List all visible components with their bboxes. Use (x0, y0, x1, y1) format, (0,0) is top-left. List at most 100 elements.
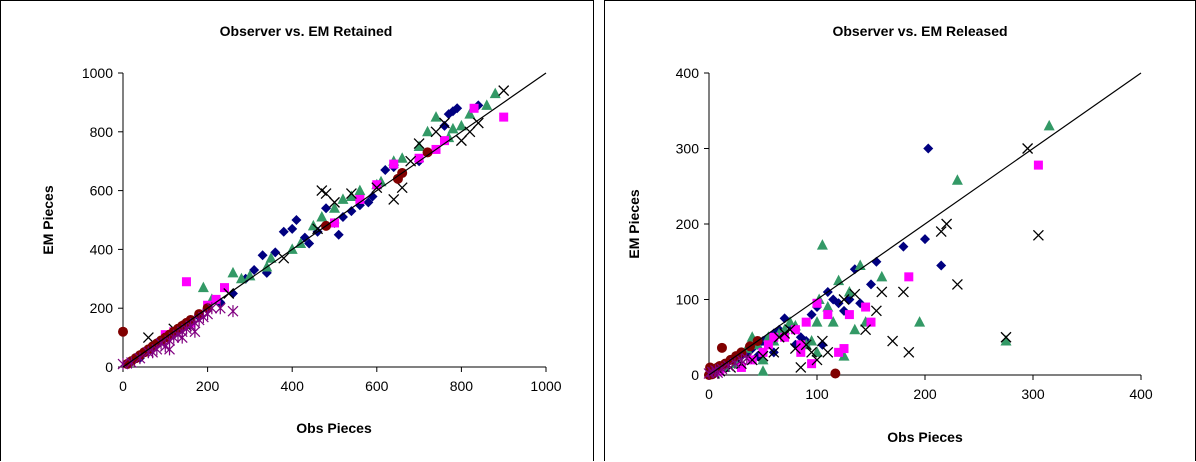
point-square (769, 332, 779, 342)
point-triangle (455, 119, 467, 131)
point-x (876, 286, 888, 298)
y-axis-label: EM Pieces (626, 189, 642, 258)
y-tick-label: 0 (105, 359, 113, 375)
point-square (469, 103, 479, 113)
point-square (834, 347, 844, 357)
chart-panel-retained: Observer vs. EM Retained 0 200 400 600 800 100… (0, 0, 594, 461)
point-triangle (244, 269, 256, 281)
x-tick-label: 400 (281, 378, 305, 394)
point-x (439, 117, 450, 129)
point-x (951, 278, 963, 290)
point-x (371, 182, 383, 194)
point-triangle (481, 99, 493, 110)
point-x (935, 226, 947, 238)
x-axis-label: Obs Pieces (296, 420, 372, 436)
point-diamond (855, 298, 866, 309)
point-diamond (363, 197, 374, 208)
point-triangle (235, 272, 247, 284)
point-x (795, 361, 807, 373)
x-tick-label: 300 (1021, 386, 1045, 402)
point-x (838, 294, 850, 305)
point-square (839, 344, 849, 354)
point-x (472, 117, 484, 129)
point-x (811, 354, 823, 366)
point-triangle (833, 274, 845, 286)
point-triangle (1000, 335, 1012, 346)
point-square (372, 180, 382, 190)
point-circle (118, 326, 128, 337)
point-triangle (265, 252, 277, 263)
point-triangle (227, 266, 239, 278)
point-diamond (828, 294, 839, 305)
point-square (763, 340, 773, 350)
point-x (430, 126, 442, 138)
point-square (414, 153, 424, 163)
point-x (822, 346, 834, 358)
point-x (396, 182, 408, 194)
point-triangle (337, 193, 349, 204)
point-triangle (422, 125, 434, 137)
point-diamond (806, 309, 817, 320)
point-x (779, 328, 791, 339)
point-square (499, 112, 509, 122)
point-diamond (249, 264, 260, 275)
point-triangle (757, 365, 769, 376)
point-diamond (833, 298, 844, 309)
y-tick-label: 1000 (82, 65, 113, 81)
point-triangle (827, 316, 839, 327)
point-star (741, 352, 753, 365)
point-square (807, 359, 817, 369)
point-triangle (876, 270, 888, 282)
point-x (388, 193, 400, 205)
point-star (227, 305, 239, 318)
point-diamond (299, 232, 310, 243)
y-tick-label: 800 (90, 124, 114, 140)
point-square (866, 317, 876, 327)
point-diamond (291, 215, 302, 225)
point-diamond (920, 234, 930, 245)
x-tick-label: 400 (1129, 386, 1153, 402)
point-x (816, 335, 828, 347)
point-square (801, 317, 811, 327)
point-triangle (838, 350, 850, 361)
point-circle (422, 147, 433, 158)
point-star (134, 352, 146, 365)
x-tick-label: 200 (196, 378, 220, 394)
point-x (1022, 143, 1034, 154)
point-star (164, 343, 175, 356)
point-triangle (1043, 119, 1055, 131)
point-x (413, 138, 425, 150)
point-x (897, 286, 909, 298)
point-x (142, 332, 154, 344)
point-triangle (345, 190, 357, 201)
point-x (498, 85, 510, 97)
point-triangle (413, 140, 425, 151)
point-diamond (923, 143, 934, 154)
point-x (903, 346, 915, 358)
point-diamond (321, 203, 332, 214)
point-triangle (489, 87, 501, 99)
point-square (330, 218, 339, 228)
point-triangle (396, 152, 408, 163)
point-square (823, 310, 833, 320)
point-square (780, 332, 790, 342)
y-tick-label: 0 (691, 367, 699, 383)
point-triangle (464, 108, 476, 119)
point-diamond (898, 241, 909, 252)
point-triangle (784, 316, 796, 327)
y-tick-label: 600 (90, 183, 114, 199)
point-square (796, 340, 806, 350)
reference-line (708, 72, 1142, 376)
x-tick-label: 0 (705, 386, 713, 402)
point-x (329, 196, 340, 208)
y-tick-label: 300 (676, 141, 700, 157)
point-triangle (316, 211, 328, 222)
y-tick-label: 400 (676, 65, 700, 81)
point-square (861, 302, 871, 312)
point-triangle (329, 202, 340, 213)
point-triangle (757, 353, 769, 365)
point-diamond (257, 250, 268, 261)
point-x (941, 218, 953, 230)
point-x (773, 331, 785, 343)
x-axis-label: Obs Pieces (887, 429, 963, 445)
